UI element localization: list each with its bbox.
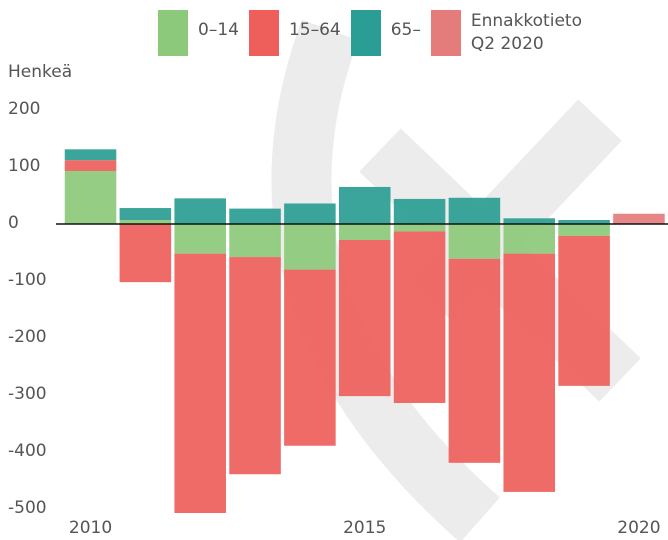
y-axis-label: Henkeä — [8, 62, 72, 82]
bar-segment — [174, 253, 226, 513]
bar-segment — [503, 253, 556, 492]
y-tick-label: -200 — [8, 327, 47, 347]
legend-swatch — [248, 10, 279, 56]
bar-segment — [503, 218, 556, 224]
bar-segment — [338, 239, 391, 397]
bar-segment — [119, 208, 172, 221]
legend-item: 15–64 — [248, 10, 341, 56]
legend-label: 0–14 — [198, 20, 239, 40]
legend-item: 65– — [350, 10, 421, 56]
y-tick-label: 0 — [8, 213, 19, 233]
legend-swatch — [158, 10, 188, 56]
bar-segment — [174, 198, 226, 224]
bar-segment — [64, 160, 117, 171]
bar-segment — [64, 170, 117, 224]
bar-segment — [503, 224, 556, 254]
legend-swatch — [350, 10, 381, 56]
y-tick-label: -100 — [8, 270, 47, 290]
x-tick-label: 2010 — [69, 518, 112, 538]
bar-segment — [338, 224, 391, 240]
bar-segment — [613, 213, 665, 224]
bar-segment — [174, 224, 226, 254]
bar-segment — [558, 220, 610, 224]
bar-segment — [448, 224, 501, 259]
bar-segment — [393, 198, 446, 224]
x-tick-label: 2020 — [617, 518, 660, 538]
y-tick-label: -400 — [8, 441, 47, 461]
bar-segment — [393, 231, 446, 403]
bar-segment — [338, 186, 391, 224]
bar-segment — [229, 224, 281, 258]
bar-segment — [119, 220, 172, 224]
bar-segment — [284, 269, 336, 446]
bar-segment — [284, 203, 336, 224]
legend-item: Ennakkotieto Q2 2020 — [430, 10, 582, 56]
legend-label: Ennakkotieto Q2 2020 — [470, 11, 582, 54]
bar-segment — [448, 197, 501, 224]
legend-item: 0–14 — [158, 10, 239, 56]
y-tick-label: -300 — [8, 384, 47, 404]
bar-segment — [284, 224, 336, 270]
x-tick-label: 2015 — [343, 518, 386, 538]
bar-segment — [229, 208, 281, 224]
legend: 0–14 15–64 65– Ennakkotieto Q2 2020 — [158, 10, 582, 56]
bars — [64, 149, 665, 513]
bar-segment — [393, 224, 446, 232]
legend-label: 15–64 — [288, 20, 341, 40]
bar-segment — [64, 149, 117, 161]
bar-segment — [119, 224, 172, 283]
y-tick-label: 200 — [8, 99, 40, 119]
legend-swatch — [430, 10, 461, 56]
bar-segment — [558, 224, 610, 236]
bar-segment — [229, 257, 281, 475]
bar-segment — [558, 235, 610, 386]
legend-label: 65– — [390, 20, 421, 40]
y-tick-label: -500 — [8, 498, 47, 518]
y-tick-label: 100 — [8, 156, 40, 176]
bar-segment — [448, 258, 501, 463]
